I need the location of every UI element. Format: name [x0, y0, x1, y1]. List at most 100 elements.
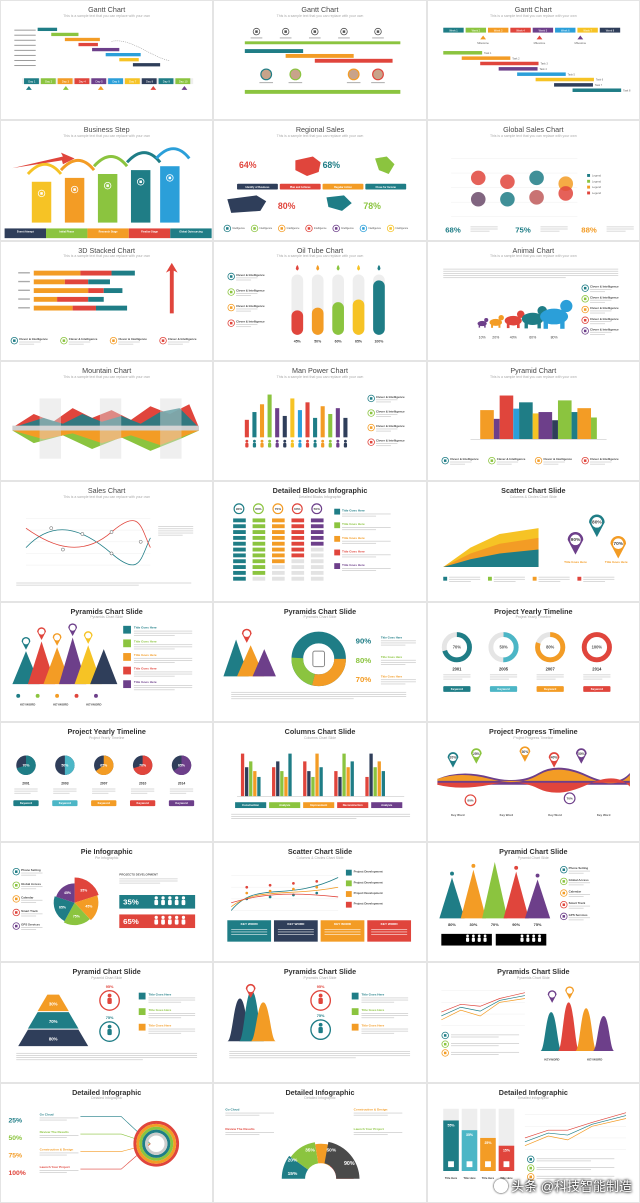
person-icon-head [471, 934, 475, 938]
feature-item-icon-glyph [370, 397, 373, 400]
slide-title: Pyramids Chart Slide [70, 606, 143, 616]
level-block [291, 518, 305, 523]
slide-stacked-3d[interactable]: 3D Stacked Chart This is a sample text th… [1, 241, 213, 360]
slide-yearly-2[interactable]: Project Yearly Timeline Project Yearly Ti… [1, 722, 213, 842]
slide-detailed-3[interactable]: Detailed Infographic Detailed Infographic… [427, 1083, 639, 1202]
person-icon-head [291, 439, 295, 443]
title-label: Title Goes Here [134, 625, 157, 629]
level-block [252, 518, 266, 523]
column-bar [369, 753, 374, 797]
slide-animal[interactable]: Animal Chart This is a sample text that y… [427, 241, 639, 360]
column-bar [307, 771, 311, 797]
slide-title: Scatter Chart Slide [287, 847, 353, 857]
year-desc [442, 678, 462, 680]
slide-pyramids-3[interactable]: Pyramids Chart Slide Pyramids Chart Slide… [214, 963, 426, 1082]
row-label [18, 280, 30, 283]
task-bar [442, 51, 482, 55]
title-icon [138, 1007, 146, 1015]
step-column [130, 169, 151, 223]
slide-gantt-1[interactable]: Gantt Chart This is a sample text that yo… [1, 1, 213, 120]
person-icon-head [161, 916, 165, 920]
slide-yearly-1[interactable]: Project Yearly Timeline Project Yearly Ti… [427, 602, 639, 721]
slide-man-power[interactable]: Man Power Chart This is a sample text tha… [214, 361, 426, 481]
title-desc [133, 689, 175, 690]
animal-leg [478, 324, 480, 328]
column-icon [447, 1161, 454, 1168]
slide-graphic: 80% 30% 70% 90% 75% Phone Setting Global Acces… [439, 862, 590, 946]
person-icon-head [483, 934, 487, 938]
person-icon-head [465, 934, 469, 938]
slide-pyramid[interactable]: Pyramid Chart This is a sample text that … [427, 361, 639, 481]
slide-detailed-1[interactable]: Detailed Infographic Detailed Infographic… [1, 1083, 213, 1202]
footer-text [231, 693, 407, 695]
slide-pyramid-2[interactable]: Pyramid Chart Slide Pyramid Chart Slide 80… [427, 843, 639, 962]
stacked-segment [33, 279, 65, 285]
slide-graphic: 70% 2001 Keyword 50% 2005 Keyword 80% 2007 Keywo… [441, 631, 612, 692]
pyramid-shape [252, 648, 277, 677]
slide-subtitle: This is a sample text that you can repla… [276, 134, 364, 138]
step-icon-glyph [377, 30, 380, 34]
slide-graphic: 90% Title Goes Here 80% Title Goes Here 70% T… [223, 628, 417, 699]
feature-item-desc [236, 323, 258, 325]
slide-gantt-2[interactable]: Gantt Chart This is a sample text that yo… [214, 1, 426, 120]
task-label: Task 8 [623, 90, 631, 93]
timeline-pin-value: 50% [578, 752, 585, 756]
title-desc [342, 556, 377, 558]
legend-text [448, 581, 471, 583]
feature-item-desc [589, 463, 605, 465]
check-icon-glyph [443, 1042, 447, 1046]
progress-donut-arc [441, 631, 472, 662]
level-block [272, 530, 285, 535]
slide-detailed-blocks[interactable]: Detailed Blocks Infographic Detailed Bloc… [214, 482, 426, 601]
slide-business-step[interactable]: Business Step This is a sample text that … [1, 121, 213, 240]
level-block [272, 548, 285, 552]
year-desc [536, 676, 564, 678]
task-label: Task 1 [484, 52, 492, 55]
slide-detailed-2[interactable]: Detailed Infographic Detailed Infographic… [214, 1083, 426, 1202]
stacked-segment [33, 270, 81, 276]
level-block [291, 559, 305, 564]
feature-item-desc [589, 310, 612, 312]
feature-item-desc [589, 321, 612, 322]
slide-pyramids-4[interactable]: Pyramids Chart Slide Pyramids Chart Slide… [427, 963, 639, 1082]
feature-item-label: Clever & Intelligence [590, 284, 619, 288]
keyword-label: KEYWORD [20, 702, 35, 706]
slide-body: 25% Go Cloud 50% Review The Results 75% Const… [1, 1101, 212, 1202]
footer-icon-glyph [335, 226, 338, 230]
slide-pyramid-3[interactable]: Pyramid Chart Slide Pyramid Chart Slide 30… [1, 963, 213, 1082]
check-icon [441, 1031, 449, 1039]
phone-icon [312, 650, 326, 667]
feature-item-icon-glyph [14, 870, 18, 874]
slide-mountain[interactable]: Mountain Chart This is a sample text that… [1, 361, 213, 481]
avatar-name [347, 82, 361, 84]
slide-pyramids-1[interactable]: Pyramids Chart Slide Pyramids Chart Slide… [1, 602, 213, 721]
data-point [245, 891, 249, 895]
feature-item-desc [376, 428, 398, 430]
slide-oil-tube[interactable]: Oil Tube Chart This is a sample text that… [214, 241, 426, 360]
slide-graphic: 70% 2001 Keyword 50% 2003 Keyword 65% 2007 Keywo… [13, 755, 195, 807]
slide-gantt-3[interactable]: Gantt Chart This is a sample text that yo… [427, 1, 639, 120]
slide-columns[interactable]: Columns Chart Slide Columns Chart Slide Co… [214, 722, 426, 842]
step-icon [166, 173, 174, 182]
person-icon-body [537, 937, 541, 943]
legend-swatch [586, 185, 590, 189]
footer-icon-glyph [253, 226, 257, 230]
slide-pyramids-2[interactable]: Pyramids Chart Slide Pyramids Chart Slide… [214, 602, 426, 721]
footer-text [16, 1054, 198, 1056]
animal-head [498, 314, 504, 321]
slide-regional-sales[interactable]: Regional Sales This is a sample text that… [214, 121, 426, 240]
person-icon-head [283, 439, 287, 443]
feature-item-desc [449, 461, 472, 463]
check-text [450, 1053, 499, 1055]
pin-marker-hole [566, 987, 573, 994]
slide-pie-info[interactable]: Pie Infographic Pie Infographic 35% 45% 75% 6… [1, 843, 213, 962]
title-desc [381, 661, 417, 663]
keyword-label: Keyword [544, 687, 556, 691]
slide-global-sales[interactable]: Global Sales Chart This is a sample text … [427, 121, 639, 240]
slide-progress[interactable]: Project Progress Timeline Project Progres… [427, 722, 639, 842]
stacked-segment [64, 279, 89, 285]
slide-scatter-2[interactable]: Scatter Chart Slide Columns & Circles Cha… [214, 843, 426, 962]
footer-icon [387, 224, 395, 232]
slide-sales[interactable]: Sales Chart This is a sample text that yo… [1, 482, 213, 601]
slide-scatter-1[interactable]: Scatter Chart Slide Columns & Circles Cha… [427, 482, 639, 601]
